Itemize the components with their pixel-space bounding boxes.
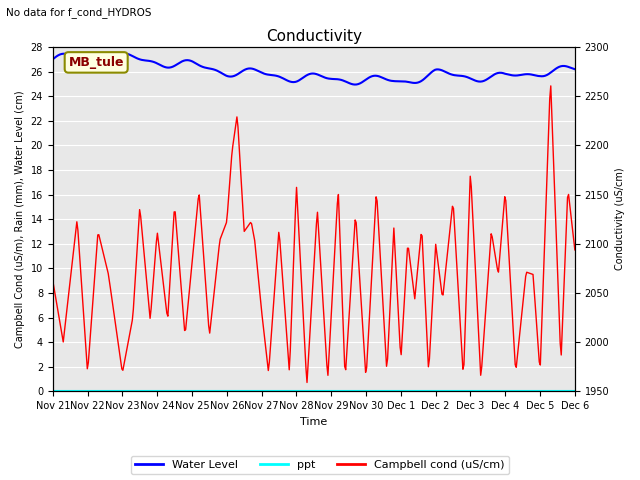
X-axis label: Time: Time — [300, 417, 328, 427]
Text: No data for f_cond_HYDROS: No data for f_cond_HYDROS — [6, 7, 152, 18]
Legend: Water Level, ppt, Campbell cond (uS/cm): Water Level, ppt, Campbell cond (uS/cm) — [131, 456, 509, 474]
Text: MB_tule: MB_tule — [68, 56, 124, 69]
Title: Conductivity: Conductivity — [266, 29, 362, 44]
Y-axis label: Campbell Cond (uS/m), Rain (mm), Water Level (cm): Campbell Cond (uS/m), Rain (mm), Water L… — [15, 90, 25, 348]
Y-axis label: Conductivity (uS/cm): Conductivity (uS/cm) — [615, 168, 625, 270]
